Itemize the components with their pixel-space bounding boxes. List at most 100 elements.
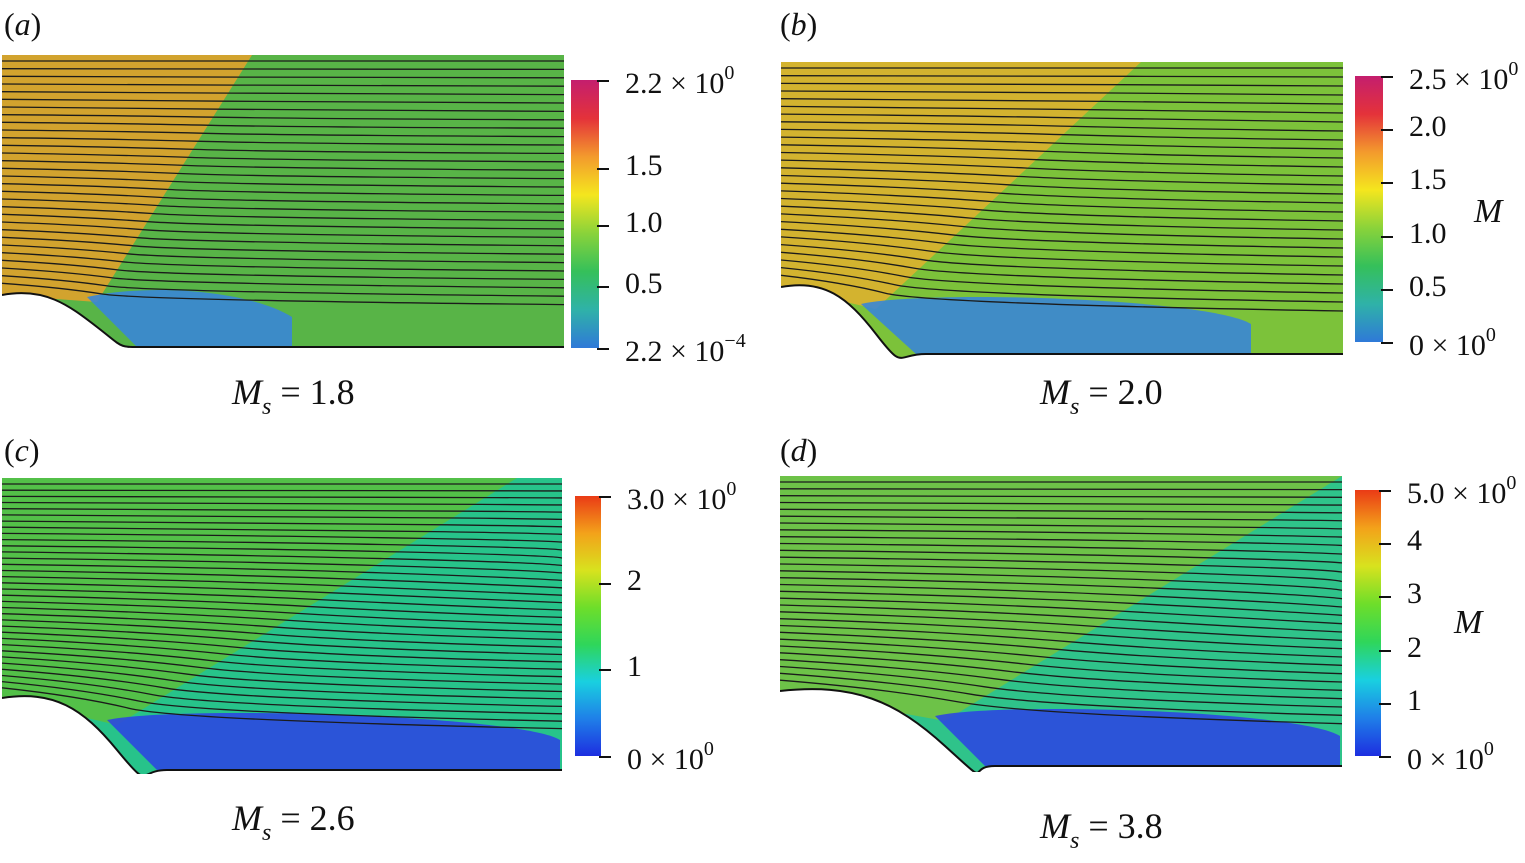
streamline	[781, 82, 1343, 87]
streamline	[781, 228, 1343, 258]
streamline	[2, 206, 564, 222]
colorbar-tick-label: 0.5	[625, 267, 663, 301]
streamline	[2, 680, 562, 722]
colorbar-min-label: 0 × 100	[627, 738, 714, 776]
streamline	[780, 495, 1342, 499]
streamline	[2, 613, 562, 641]
streamline	[2, 538, 562, 551]
colorbar-max-label-mark	[599, 496, 611, 498]
streamline	[780, 645, 1342, 683]
streamline	[2, 267, 564, 289]
streamline	[780, 679, 1342, 725]
colorbar-tick-label-mark	[1379, 702, 1391, 705]
streamline	[2, 83, 564, 87]
colorbar-tick-label: 1.0	[1409, 216, 1447, 250]
colorbar-tick-label: 2.0	[1409, 110, 1447, 144]
streamline	[2, 606, 562, 633]
streamline	[781, 182, 1343, 204]
colorbar-tick-label: 2	[1407, 630, 1422, 664]
separation-region	[107, 712, 560, 770]
streamline	[2, 229, 564, 247]
colorbar-tick-label: 3	[1407, 577, 1422, 611]
colorbar-tick-label-mark	[597, 224, 609, 227]
streamline	[2, 600, 562, 626]
streamline	[780, 611, 1342, 641]
colorbar-b	[1355, 76, 1383, 342]
streamline	[781, 98, 1343, 105]
streamline	[2, 275, 564, 297]
panel-letter-d: (d)	[780, 432, 818, 468]
upstream-region	[780, 476, 1342, 721]
colorbar-min-label-mark	[1381, 342, 1393, 344]
streamline	[780, 522, 1342, 532]
variable-label-b: M	[1474, 193, 1503, 230]
streamline	[2, 520, 562, 529]
colorbar-tick-label: 0.5	[1409, 269, 1447, 303]
streamline	[2, 98, 564, 104]
streamline	[780, 659, 1342, 700]
colorbar-tick-label-mark	[1379, 543, 1391, 546]
streamline	[780, 604, 1342, 633]
streamline	[2, 75, 564, 79]
streamline	[2, 575, 562, 596]
separation-region	[87, 289, 292, 347]
streamline	[780, 577, 1342, 600]
streamline	[781, 75, 1343, 78]
streamline	[2, 282, 564, 306]
streamline	[780, 590, 1342, 616]
colorbar-max-label: 5.0 × 100	[1407, 472, 1517, 510]
streamline	[780, 529, 1342, 541]
streamline	[780, 501, 1342, 507]
streamline	[780, 583, 1342, 608]
colorbar-min-label-mark	[1379, 756, 1391, 758]
streamline	[781, 121, 1343, 132]
streamline	[2, 144, 564, 155]
colorbar-max-label: 2.5 × 100	[1409, 58, 1519, 96]
streamline	[2, 514, 562, 522]
streamline	[2, 489, 562, 492]
panel-letter-c: (c)	[4, 432, 40, 468]
streamline	[2, 198, 564, 213]
streamline	[2, 656, 562, 693]
streamline	[2, 588, 562, 611]
streamline	[2, 137, 564, 146]
streamline	[781, 266, 1343, 303]
streamline	[781, 167, 1343, 186]
variable-label-d: M	[1454, 604, 1483, 641]
streamline	[2, 190, 564, 205]
colorbar-tick-label: 1	[627, 650, 642, 684]
streamline	[780, 638, 1342, 675]
colorbar-tick-label: 1.0	[625, 205, 663, 239]
streamline	[780, 542, 1342, 557]
streamline	[2, 183, 564, 197]
streamline	[780, 556, 1342, 574]
streamline	[780, 515, 1342, 524]
colorbar-min-label: 2.2 × 10−4	[625, 330, 746, 368]
streamline	[781, 128, 1343, 141]
colorbar-tick-label-mark	[1379, 596, 1391, 599]
streamline	[781, 213, 1343, 240]
mach-field-a	[2, 55, 564, 353]
streamline	[2, 160, 564, 171]
colorbar-tick-label-mark	[597, 286, 609, 289]
streamline	[780, 665, 1342, 708]
separation-region	[935, 708, 1340, 766]
caption-d: Ms = 3.8	[1040, 806, 1163, 854]
colorbar-max-label: 2.2 × 100	[625, 62, 735, 100]
streamline	[2, 532, 562, 544]
streamline	[2, 625, 562, 656]
streamline	[2, 619, 562, 648]
streamline	[2, 114, 564, 121]
mach-field-b	[781, 62, 1343, 360]
streamline	[781, 144, 1343, 159]
streamline	[2, 508, 562, 514]
colorbar-min-label: 0 × 100	[1409, 324, 1496, 362]
streamline	[2, 68, 564, 71]
streamline	[780, 631, 1342, 666]
streamline	[2, 129, 564, 138]
colorbar-tick-label-mark	[1381, 288, 1393, 291]
colorbar-tick-label: 1.5	[1409, 163, 1447, 197]
wall-streamline	[2, 695, 562, 774]
streamline	[2, 175, 564, 188]
streamline	[780, 549, 1342, 566]
